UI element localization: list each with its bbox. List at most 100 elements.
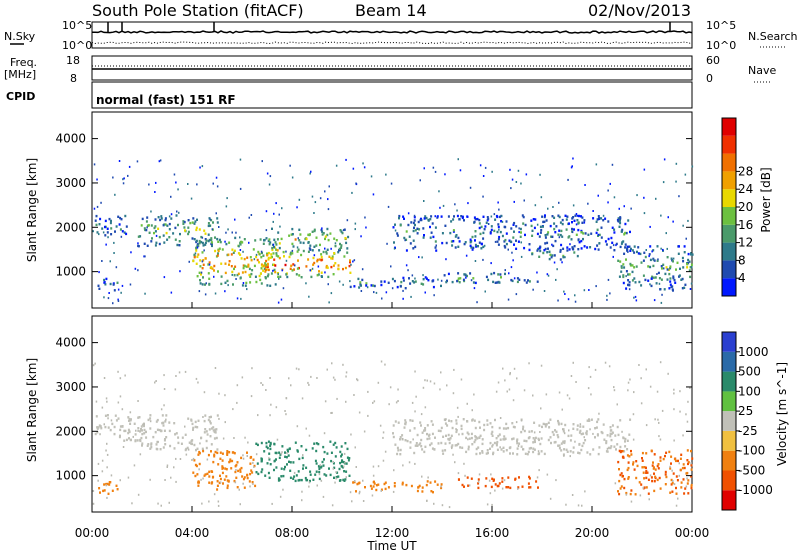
power-cell — [109, 221, 112, 225]
power-cell — [248, 216, 250, 219]
power-cell — [330, 265, 333, 269]
velocity-cell — [675, 492, 678, 495]
power-cell — [580, 231, 583, 234]
power-cell — [508, 272, 510, 275]
power-cell — [173, 173, 176, 176]
power-cell — [164, 217, 167, 220]
velocity-cell — [475, 452, 478, 456]
x-axis-ticks: 00:00 04:00 08:00 12:00 16:00 20:00 00:00 — [75, 302, 709, 540]
velocity-cell — [632, 413, 635, 416]
velocity-cell — [502, 450, 505, 453]
power-cell — [537, 247, 540, 251]
velocity-cell — [261, 458, 263, 461]
velocity-cell — [477, 486, 480, 490]
power-cell — [202, 259, 205, 262]
power-colorbar-tick-label: 20 — [738, 200, 753, 214]
velocity-cell — [338, 467, 341, 471]
power-cell — [170, 213, 173, 216]
power-cell — [359, 281, 362, 284]
velocity-cell — [433, 502, 435, 505]
velocity-cell — [576, 428, 579, 431]
power-cell — [627, 250, 629, 253]
power-cell — [125, 232, 128, 236]
power-cell — [146, 226, 148, 229]
power-cell — [209, 224, 211, 227]
power-cell — [500, 215, 503, 217]
velocity-cell — [124, 374, 126, 377]
velocity-cell — [308, 485, 310, 488]
velocity-cell — [461, 446, 464, 449]
power-cell — [684, 173, 687, 176]
velocity-cell — [675, 475, 678, 478]
power-cell — [335, 164, 338, 167]
power-cell — [595, 220, 598, 223]
velocity-cell — [268, 452, 271, 455]
velocity-cell — [656, 390, 659, 393]
velocity-cell — [349, 491, 352, 494]
power-cell — [432, 285, 435, 289]
velocity-cell — [345, 375, 347, 378]
power-cell — [660, 278, 663, 281]
power-cell — [657, 258, 659, 261]
velocity-cell — [455, 422, 458, 425]
velocity-cell — [659, 456, 662, 459]
velocity-cell — [143, 432, 146, 435]
colorbar-segment — [722, 332, 736, 352]
velocity-cell — [343, 479, 346, 482]
power-cell — [259, 278, 262, 282]
velocity-cell — [337, 475, 340, 478]
power-cell — [410, 221, 413, 224]
power-cell — [564, 293, 566, 295]
velocity-cell — [141, 429, 143, 432]
velocity-cell — [344, 461, 346, 464]
power-cell — [669, 280, 672, 283]
velocity-cell — [204, 428, 207, 431]
velocity-cell — [319, 466, 322, 469]
power-cell — [203, 229, 206, 232]
power-cell — [543, 290, 546, 292]
power-cell — [672, 275, 675, 278]
station-title: South Pole Station (fitACF) — [92, 1, 304, 20]
power-cell — [305, 265, 308, 268]
power-cell — [570, 166, 573, 169]
velocity-cell — [609, 446, 612, 450]
power-cell — [561, 261, 563, 264]
power-cell — [107, 236, 109, 239]
power-cell — [327, 275, 330, 279]
power-cell — [98, 287, 101, 290]
velocity-cell — [475, 447, 478, 451]
velocity-cell — [104, 425, 107, 429]
velocity-cell — [334, 481, 336, 484]
power-cell — [98, 223, 101, 226]
velocity-cell — [497, 434, 500, 438]
freq-tick-top: 18 — [66, 54, 80, 67]
velocity-cell — [423, 429, 425, 432]
power-cell — [309, 248, 312, 251]
velocity-cell — [150, 446, 153, 449]
velocity-cell — [301, 490, 303, 493]
power-cell — [451, 244, 454, 247]
power-cell — [497, 201, 499, 204]
power-cell — [208, 277, 211, 280]
velocity-cell — [294, 479, 297, 483]
power-cell — [164, 218, 167, 222]
velocity-cell — [396, 446, 399, 450]
velocity-cell — [563, 441, 566, 445]
power-cell — [258, 253, 261, 256]
velocity-cell — [455, 428, 457, 431]
power-cell — [238, 245, 240, 248]
power-cell — [648, 253, 651, 256]
velocity-cell — [685, 472, 688, 475]
velocity-cell — [281, 445, 284, 448]
power-cell — [315, 236, 318, 239]
power-cell — [267, 268, 270, 272]
velocity-cell — [162, 421, 165, 424]
velocity-cell — [442, 452, 445, 455]
power-cell — [172, 232, 175, 235]
power-cell — [263, 267, 266, 270]
velocity-cell — [645, 424, 648, 427]
power-cell — [523, 199, 525, 202]
velocity-cell — [341, 459, 343, 462]
power-cell — [551, 235, 554, 238]
velocity-cell — [159, 448, 162, 451]
